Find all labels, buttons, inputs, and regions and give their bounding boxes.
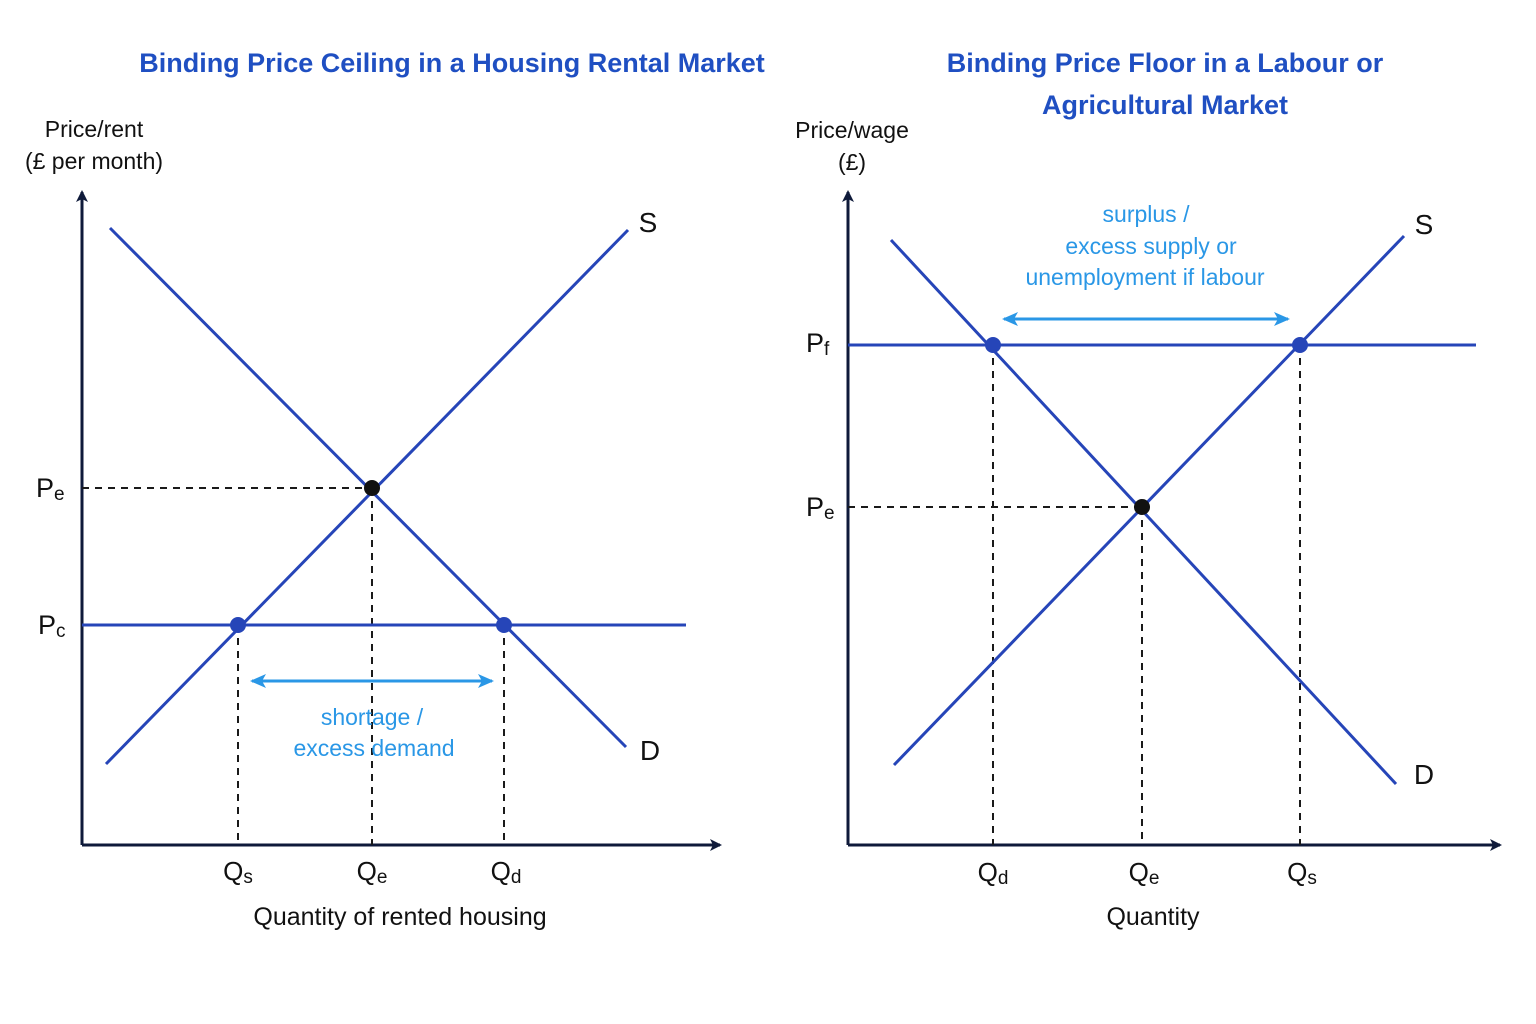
left-x-axis-label: Quantity of rented housing [253, 903, 547, 931]
right-quantity-supplied-point [1292, 337, 1308, 353]
shortage-annotation-line2: excess demand [293, 735, 454, 761]
right-supply-curve [892, 234, 1406, 767]
right-supply-label: S [1415, 209, 1434, 240]
left-y-axis-label-line1: Price/rent [44, 116, 144, 142]
left-quantity-demanded-label: Qd [491, 856, 522, 888]
right-y-axis-label-line1: Price/wage [795, 117, 909, 143]
floor-price-label: Pf [806, 328, 830, 360]
left-equilibrium-point [364, 480, 380, 496]
surplus-annotation-line3: unemployment if labour [1025, 264, 1264, 290]
left-supply-curve [104, 228, 630, 766]
right-y-axis-label-line2: (£) [837, 149, 867, 175]
left-equilibrium-price-label: Pe [36, 473, 65, 505]
shortage-annotation-line1: shortage / [321, 704, 424, 730]
left-quantity-supplied-point [230, 617, 246, 633]
left-diagram: S D Pe Pc Qs Qe Qd shortage / excess dem… [36, 190, 722, 888]
right-x-axis-label: Quantity [1106, 903, 1200, 931]
left-equilibrium-quantity-label: Qe [357, 856, 388, 888]
left-y-axis-label-line2: (£ per month) [24, 148, 164, 174]
surplus-annotation-line2: excess supply or [1065, 233, 1237, 259]
left-quantity-demanded-point [496, 617, 512, 633]
left-demand-label: D [640, 735, 660, 766]
left-y-axis-label: Price/rent (£ per month) [14, 113, 174, 177]
right-equilibrium-point [1134, 499, 1150, 515]
right-diagram-title-line2: Agricultural Market [1041, 90, 1289, 120]
left-quantity-supplied-label: Qs [223, 856, 253, 888]
ceiling-price-label: Pc [38, 610, 66, 642]
left-supply-label: S [639, 207, 658, 238]
right-equilibrium-price-label: Pe [806, 492, 835, 524]
left-diagram-title: Binding Price Ceiling in a Housing Renta… [139, 48, 765, 78]
right-quantity-demanded-point [985, 337, 1001, 353]
right-y-axis-label: Price/wage (£) [772, 114, 932, 178]
right-diagram-title: Binding Price Floor in a Labour or Agric… [900, 42, 1430, 126]
surplus-annotation-line1: surplus / [1103, 201, 1191, 227]
right-diagram-title-line1: Binding Price Floor in a Labour or [946, 48, 1384, 78]
right-quantity-demanded-label: Qd [978, 857, 1009, 889]
right-equilibrium-quantity-label: Qe [1129, 857, 1160, 889]
right-quantity-supplied-label: Qs [1287, 857, 1317, 889]
right-diagram: S D Pf Pe Qd Qe Qs surplus / excess supp… [806, 190, 1502, 889]
right-demand-label: D [1414, 759, 1434, 790]
